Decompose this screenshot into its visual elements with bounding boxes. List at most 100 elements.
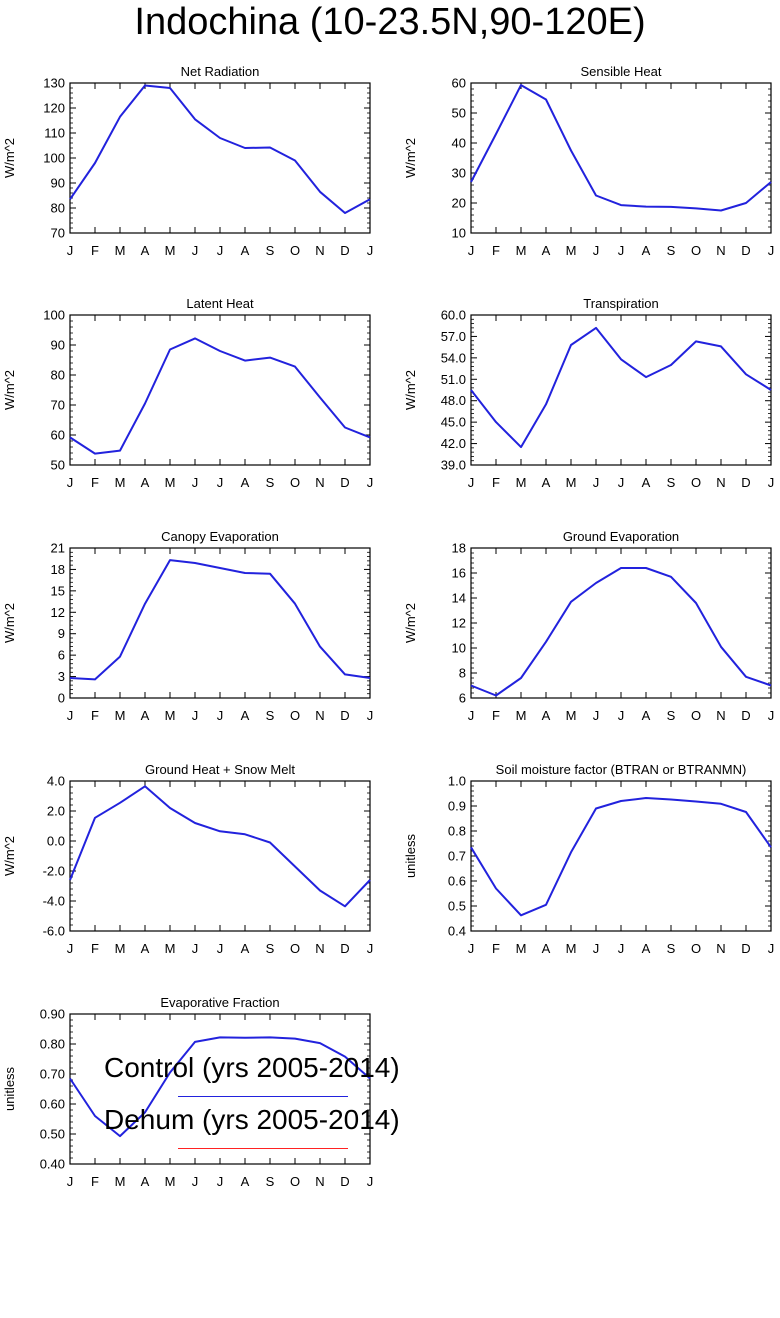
x-tick-label: J xyxy=(192,941,199,956)
x-tick-label: A xyxy=(241,475,250,490)
y-tick-label: 70 xyxy=(51,226,65,241)
plot-frame xyxy=(470,82,772,234)
x-tick-label: J xyxy=(768,708,775,723)
x-tick-label: S xyxy=(667,475,676,490)
x-tick-label: A xyxy=(141,941,150,956)
x-tick-label: D xyxy=(340,708,349,723)
x-tick-label: M xyxy=(516,243,527,258)
x-tick-label: J xyxy=(367,708,374,723)
x-tick-label: J xyxy=(593,941,600,956)
x-tick-label: J xyxy=(468,941,475,956)
x-tick-label: J xyxy=(217,243,224,258)
y-axis-label: W/m^2 xyxy=(2,138,17,178)
x-tick-label: F xyxy=(492,475,500,490)
x-tick-label: F xyxy=(91,475,99,490)
y-tick-label: 18 xyxy=(51,562,65,577)
y-tick-label: 20 xyxy=(452,196,466,211)
y-tick-label: 42.0 xyxy=(441,436,466,451)
x-tick-label: J xyxy=(67,475,74,490)
x-tick-label: J xyxy=(217,708,224,723)
x-tick-label: D xyxy=(741,941,750,956)
x-tick-label: J xyxy=(618,941,625,956)
x-tick-label: M xyxy=(516,708,527,723)
y-tick-label: 0.4 xyxy=(448,924,466,939)
x-tick-label: A xyxy=(542,475,551,490)
x-tick-label: A xyxy=(141,475,150,490)
y-tick-label: 0.50 xyxy=(40,1127,65,1142)
y-tick-label: 18 xyxy=(452,541,466,556)
y-tick-label: 4.0 xyxy=(47,774,65,789)
x-tick-label: O xyxy=(691,475,701,490)
y-tick-label: 60 xyxy=(452,76,466,91)
x-tick-label: F xyxy=(492,708,500,723)
x-tick-label: J xyxy=(67,243,74,258)
x-tick-label: O xyxy=(691,243,701,258)
x-tick-label: D xyxy=(340,941,349,956)
y-tick-label: 57.0 xyxy=(441,329,466,344)
y-tick-label: 6 xyxy=(58,648,65,663)
figure-title: Indochina (10-23.5N,90-120E) xyxy=(134,1,646,43)
y-tick-label: 9 xyxy=(58,626,65,641)
y-tick-label: 1.0 xyxy=(448,774,466,789)
plot-title: Latent Heat xyxy=(186,296,254,311)
y-tick-label: 12 xyxy=(452,616,466,631)
x-tick-label: A xyxy=(542,708,551,723)
x-tick-label: A xyxy=(141,243,150,258)
x-tick-label: M xyxy=(115,1174,126,1189)
x-tick-label: O xyxy=(290,243,300,258)
x-tick-label: N xyxy=(315,475,324,490)
y-tick-label: 40 xyxy=(452,136,466,151)
plot-frame xyxy=(470,547,772,699)
plot-title: Soil moisture factor (BTRAN or BTRANMN) xyxy=(496,762,747,777)
y-axis-label: W/m^2 xyxy=(403,603,418,643)
x-tick-label: S xyxy=(266,708,275,723)
x-tick-label: A xyxy=(642,708,651,723)
x-tick-label: F xyxy=(492,941,500,956)
y-tick-label: 80 xyxy=(51,368,65,383)
y-tick-label: 90 xyxy=(51,176,65,191)
y-tick-label: 54.0 xyxy=(441,350,466,365)
x-tick-label: N xyxy=(315,941,324,956)
y-tick-label: 3 xyxy=(58,669,65,684)
x-tick-label: J xyxy=(217,941,224,956)
plot-title: Ground Evaporation xyxy=(563,529,679,544)
series-line-control xyxy=(69,1036,371,1138)
y-tick-label: 0 xyxy=(58,691,65,706)
x-tick-label: M xyxy=(165,475,176,490)
x-tick-label: D xyxy=(340,475,349,490)
x-tick-label: J xyxy=(768,941,775,956)
x-tick-label: J xyxy=(593,708,600,723)
y-tick-label: 0.0 xyxy=(47,834,65,849)
x-tick-label: M xyxy=(566,243,577,258)
x-tick-label: J xyxy=(367,941,374,956)
x-tick-label: S xyxy=(667,243,676,258)
x-tick-label: A xyxy=(642,243,651,258)
y-tick-label: 0.7 xyxy=(448,849,466,864)
y-tick-label: 21 xyxy=(51,541,65,556)
x-tick-label: J xyxy=(192,243,199,258)
x-tick-label: A xyxy=(241,1174,250,1189)
x-tick-label: D xyxy=(340,243,349,258)
y-tick-label: 12 xyxy=(51,605,65,620)
x-tick-label: J xyxy=(768,243,775,258)
y-tick-label: 50 xyxy=(51,458,65,473)
x-tick-label: O xyxy=(290,475,300,490)
x-tick-label: F xyxy=(91,941,99,956)
y-tick-label: 16 xyxy=(452,566,466,581)
plot-frame xyxy=(69,314,371,466)
x-tick-label: A xyxy=(141,708,150,723)
y-axis-label: unitless xyxy=(2,1066,17,1111)
x-tick-label: N xyxy=(315,1174,324,1189)
y-tick-label: 48.0 xyxy=(441,393,466,408)
y-tick-label: 39.0 xyxy=(441,458,466,473)
x-tick-label: J xyxy=(67,941,74,956)
x-tick-label: S xyxy=(266,243,275,258)
x-tick-label: S xyxy=(266,475,275,490)
x-tick-label: J xyxy=(367,243,374,258)
x-tick-label: O xyxy=(691,708,701,723)
x-tick-label: M xyxy=(165,243,176,258)
y-tick-label: 0.5 xyxy=(448,899,466,914)
y-tick-label: 90 xyxy=(51,338,65,353)
x-tick-label: M xyxy=(115,475,126,490)
y-tick-label: 0.70 xyxy=(40,1067,65,1082)
